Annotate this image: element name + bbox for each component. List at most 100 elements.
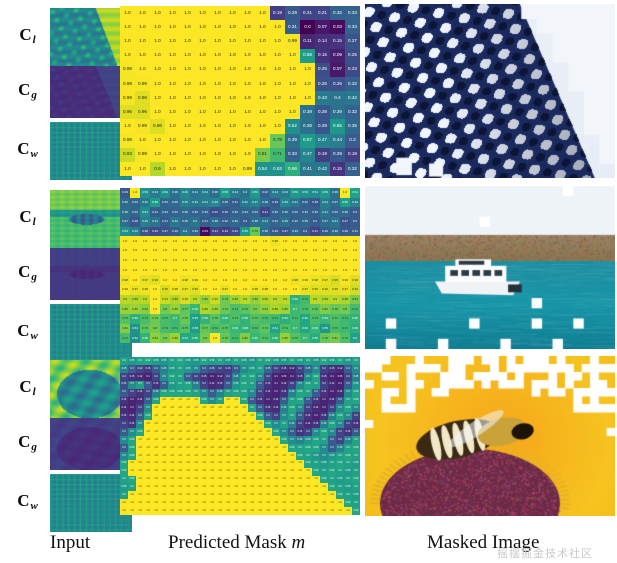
- mask-cell: 0.33: [270, 217, 280, 227]
- mask-cell: 0.6: [232, 357, 240, 365]
- mask-cell: 0.41: [290, 198, 300, 208]
- mask-cell: 0.6: [120, 491, 128, 499]
- mask-cell: 1.0: [240, 275, 250, 285]
- mask-cell: 0.66: [285, 162, 300, 176]
- mask-cell: 0.5: [240, 365, 248, 373]
- mask-cell: 0.99: [285, 34, 300, 48]
- mask-cell: 0.81: [350, 295, 360, 305]
- mask-cell: 1.0: [240, 49, 255, 63]
- mask-cell: 1.0: [290, 236, 300, 246]
- mask-cell: 0.59: [190, 314, 200, 324]
- mask-cell: 1.0: [210, 266, 220, 276]
- mask-cell: 1.0: [120, 246, 130, 256]
- mask-cell: 1.0: [350, 236, 360, 246]
- mask-cell: 1.0: [288, 476, 296, 484]
- mask-cell: 0.6: [288, 397, 296, 405]
- mask-cell: 1.0: [136, 460, 144, 468]
- mask-cell: 1.0: [210, 91, 225, 105]
- mask-cell: 0.97: [300, 285, 310, 295]
- mask-cell: 1.0: [240, 491, 248, 499]
- mask-cell: 1.0: [312, 499, 320, 507]
- mask-cell: 0.39: [300, 105, 315, 119]
- mask-cell: 0.6: [344, 444, 352, 452]
- mask-cell: 1.0: [150, 49, 165, 63]
- mask-cell: 0.3: [136, 412, 144, 420]
- mask-cell: 0.45: [288, 420, 296, 428]
- mask-cell: 0.08: [336, 373, 344, 381]
- mask-cell: 1.0: [200, 436, 208, 444]
- mask-cell: 0.38: [250, 217, 260, 227]
- mask-cell: 0.6: [328, 476, 336, 484]
- mask-cell: 1.0: [340, 256, 350, 266]
- mask-cell: 0.85: [200, 295, 210, 305]
- mask-cell: 1.0: [272, 452, 280, 460]
- mask-cell: 0.15: [296, 428, 304, 436]
- mask-cell: 0.74: [340, 333, 350, 343]
- mask-cell: 0.6: [256, 365, 264, 373]
- mask-cell: 1.0: [304, 468, 312, 476]
- mask-cell: 1.0: [312, 476, 320, 484]
- mask-cell: 0.84: [260, 304, 270, 314]
- mask-cell: 0.15: [152, 381, 160, 389]
- mask-cell: 0.6: [344, 460, 352, 468]
- masked-boat: [365, 186, 615, 349]
- mask-cell: 1.0: [144, 436, 152, 444]
- mask-cell: 0.5: [208, 397, 216, 405]
- mask-cell: 1.0: [260, 266, 270, 276]
- mask-cell: 1.0: [230, 256, 240, 266]
- mask-cell: 0.56: [250, 188, 260, 198]
- mask-cell: 0.1: [272, 373, 280, 381]
- row-label-subscript: l: [33, 216, 36, 228]
- row-label-base: C: [19, 25, 31, 44]
- row-label-subscript: w: [30, 500, 37, 512]
- mask-cell: 0.82: [120, 324, 130, 334]
- mask-cell: 1.0: [250, 236, 260, 246]
- mask-cell: 0.86: [170, 333, 180, 343]
- mask-cell: 1.0: [176, 436, 184, 444]
- mask-cell: 0.3: [344, 365, 352, 373]
- mask-cell: 0.41: [300, 162, 315, 176]
- mask-cell: 0.19: [345, 148, 360, 162]
- mask-cell: 1.0: [176, 444, 184, 452]
- mask-cell: 1.0: [150, 105, 165, 119]
- mask-cell: 0.34: [240, 207, 250, 217]
- mask-cell: 1.0: [304, 476, 312, 484]
- mask-cell: 0.78: [330, 304, 340, 314]
- mask-cell: 0.55: [184, 365, 192, 373]
- mask-cell: 1.0: [180, 105, 195, 119]
- mask-cell: 0.3: [312, 389, 320, 397]
- mask-cell: 1.0: [165, 6, 180, 20]
- mask-cell: 1.0: [240, 428, 248, 436]
- mask-cell: 0.82: [240, 333, 250, 343]
- mask-cell: 1.0: [160, 483, 168, 491]
- mask-cell: 1.0: [120, 6, 135, 20]
- mask-cell: 0.55: [128, 357, 136, 365]
- mask-cell: 0.2: [120, 420, 128, 428]
- mask-cell: 0.41: [320, 207, 330, 217]
- mask-cell: 1.0: [240, 119, 255, 133]
- mask-cell: 1.0: [248, 436, 256, 444]
- mask-cell: 1.0: [310, 236, 320, 246]
- mask-cell: 1.0: [240, 63, 255, 77]
- mask-cell: 0.1: [328, 389, 336, 397]
- mask-cell: 1.0: [300, 266, 310, 276]
- mask-cell: 0.15: [200, 373, 208, 381]
- mask-cell: 1.0: [280, 246, 290, 256]
- mask-cell: 0.34: [130, 207, 140, 217]
- mask-cell: 1.0: [248, 444, 256, 452]
- mask-cell: 1.0: [264, 436, 272, 444]
- row-label-base: C: [17, 491, 29, 510]
- mask-cell: 1.0: [170, 275, 180, 285]
- mask-cell: 1.0: [224, 507, 232, 515]
- mask-cell: 1.0: [130, 275, 140, 285]
- mask-cell: 1.0: [270, 119, 285, 133]
- mask-cell: 1.0: [195, 105, 210, 119]
- mask-cell: 0.3: [152, 365, 160, 373]
- row-label-g: Cg: [10, 262, 44, 282]
- mask-cell: 1.0: [144, 476, 152, 484]
- mask-cell: 0.4: [330, 91, 345, 105]
- mask-cell: 1.0: [180, 49, 195, 63]
- mask-cell: 1.0: [232, 499, 240, 507]
- mask-cell: 1.0: [152, 460, 160, 468]
- mask-cell: 0.42: [140, 198, 150, 208]
